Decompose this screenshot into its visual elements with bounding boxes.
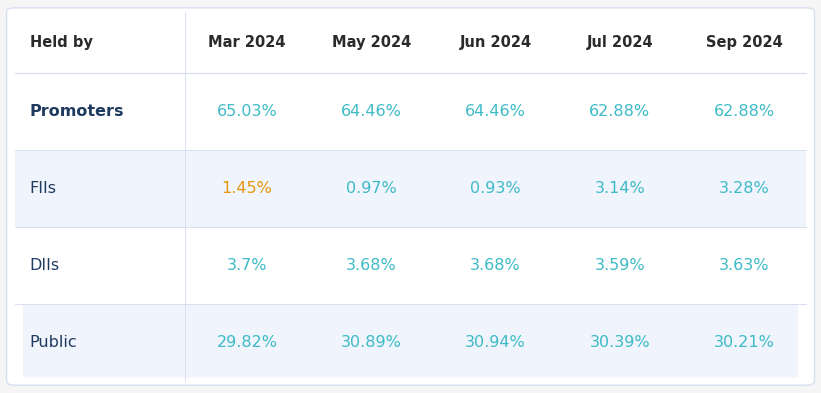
Text: Mar 2024: Mar 2024 [209,35,286,50]
Bar [15,150,806,227]
Text: Public: Public [30,335,77,350]
Text: 0.93%: 0.93% [470,181,521,196]
Text: 0.97%: 0.97% [346,181,397,196]
Text: 3.14%: 3.14% [594,181,645,196]
Text: Sep 2024: Sep 2024 [706,35,782,50]
Text: 62.88%: 62.88% [713,104,775,119]
Text: May 2024: May 2024 [332,35,411,50]
Text: 3.63%: 3.63% [719,258,769,273]
Text: 30.21%: 30.21% [713,335,774,350]
Text: 3.68%: 3.68% [470,258,521,273]
Bar [15,73,806,150]
Text: 64.46%: 64.46% [466,104,526,119]
Text: Held by: Held by [30,35,93,50]
Text: 30.89%: 30.89% [341,335,401,350]
Text: 3.59%: 3.59% [594,258,645,273]
Text: 3.68%: 3.68% [346,258,397,273]
Text: 3.7%: 3.7% [227,258,268,273]
Text: Jul 2024: Jul 2024 [586,35,654,50]
Text: 3.28%: 3.28% [718,181,769,196]
Text: 62.88%: 62.88% [589,104,650,119]
Text: DIIs: DIIs [30,258,60,273]
Text: Promoters: Promoters [30,104,124,119]
Bar [15,227,806,304]
Text: FIIs: FIIs [30,181,57,196]
Text: 30.94%: 30.94% [466,335,526,350]
Text: Jun 2024: Jun 2024 [460,35,532,50]
FancyBboxPatch shape [7,8,814,385]
Text: 29.82%: 29.82% [217,335,277,350]
Text: 1.45%: 1.45% [222,181,273,196]
Text: 65.03%: 65.03% [217,104,277,119]
Text: 64.46%: 64.46% [341,104,401,119]
FancyBboxPatch shape [23,304,798,377]
Text: 30.39%: 30.39% [589,335,650,350]
